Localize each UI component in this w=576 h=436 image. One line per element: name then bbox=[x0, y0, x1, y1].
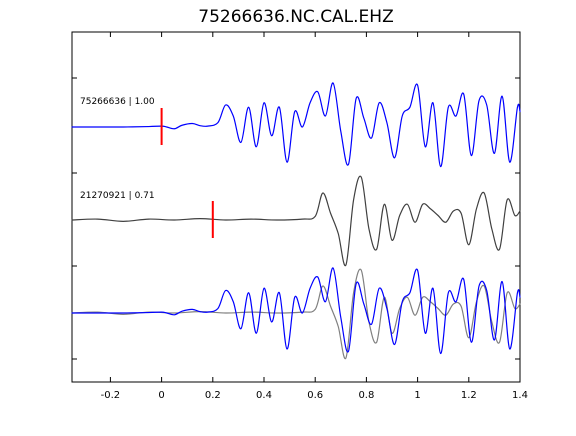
phase-picks bbox=[160, 108, 214, 238]
x-tick-label: 1.4 bbox=[512, 390, 528, 401]
x-axis-ticks: -0.2 0 0.2 0.4 0.6 0.8 1 1.2 1.4 bbox=[101, 32, 528, 401]
trace-label-middle: 21270921 | 0.71 bbox=[80, 191, 155, 201]
x-tick-label: 0.2 bbox=[205, 390, 221, 401]
x-tick-label: 1.2 bbox=[461, 390, 477, 401]
x-tick-label: 0 bbox=[158, 390, 164, 401]
x-tick-label: 0.8 bbox=[358, 390, 374, 401]
x-tick-label: 1 bbox=[414, 390, 420, 401]
chart-title: 75266636.NC.CAL.EHZ bbox=[198, 7, 394, 27]
seismic-traces bbox=[71, 82, 521, 360]
x-tick-label: -0.2 bbox=[101, 390, 121, 401]
plot-area-frame bbox=[71, 31, 521, 383]
x-tick-label: 0.4 bbox=[256, 390, 272, 401]
y-tick-marks bbox=[72, 77, 520, 360]
trace-label-top: 75266636 | 1.00 bbox=[80, 97, 155, 107]
trace-line-top bbox=[71, 82, 521, 168]
trace-line-bottom bbox=[71, 267, 521, 355]
trace-line-bottom bbox=[71, 268, 521, 360]
x-tick-label: 0.6 bbox=[307, 390, 323, 401]
trace-line-middle bbox=[71, 175, 521, 267]
